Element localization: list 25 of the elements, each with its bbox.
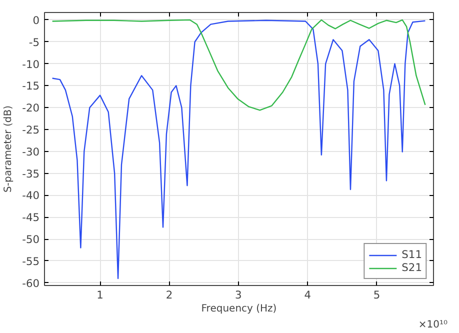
- x-tick-label: 3: [235, 288, 242, 302]
- legend-label: S11: [402, 248, 422, 261]
- y-tick-label: -40: [22, 189, 40, 202]
- y-tick-label: -35: [22, 167, 40, 180]
- y-tick-label: -20: [22, 102, 40, 115]
- y-tick-label: -10: [22, 58, 40, 71]
- y-tick-label: -50: [22, 233, 40, 246]
- line-series: [52, 19, 426, 111]
- x-axis-title: Frequency (Hz): [201, 304, 277, 314]
- legend-label: S21: [402, 261, 422, 274]
- y-tick-label: -45: [22, 211, 40, 224]
- x-tick-label: 1: [96, 288, 104, 302]
- text: ×10¹⁰: [418, 320, 448, 330]
- line-series: [52, 20, 426, 280]
- y-axis-title: S-parameter (dB): [3, 105, 14, 192]
- y-tick-label: -5: [28, 36, 40, 49]
- y-tick-label: 0: [32, 14, 40, 27]
- y-tick-label: -55: [22, 254, 40, 268]
- x-tick-label: 2: [166, 288, 173, 302]
- x-tick-label: 4: [304, 288, 312, 302]
- y-tick-label: -15: [22, 80, 40, 93]
- y-tick-label: -25: [22, 124, 40, 136]
- y-tick-label: -30: [22, 145, 40, 158]
- y-tick-label: -60: [22, 276, 40, 290]
- x-tick-label: 5: [373, 288, 380, 302]
